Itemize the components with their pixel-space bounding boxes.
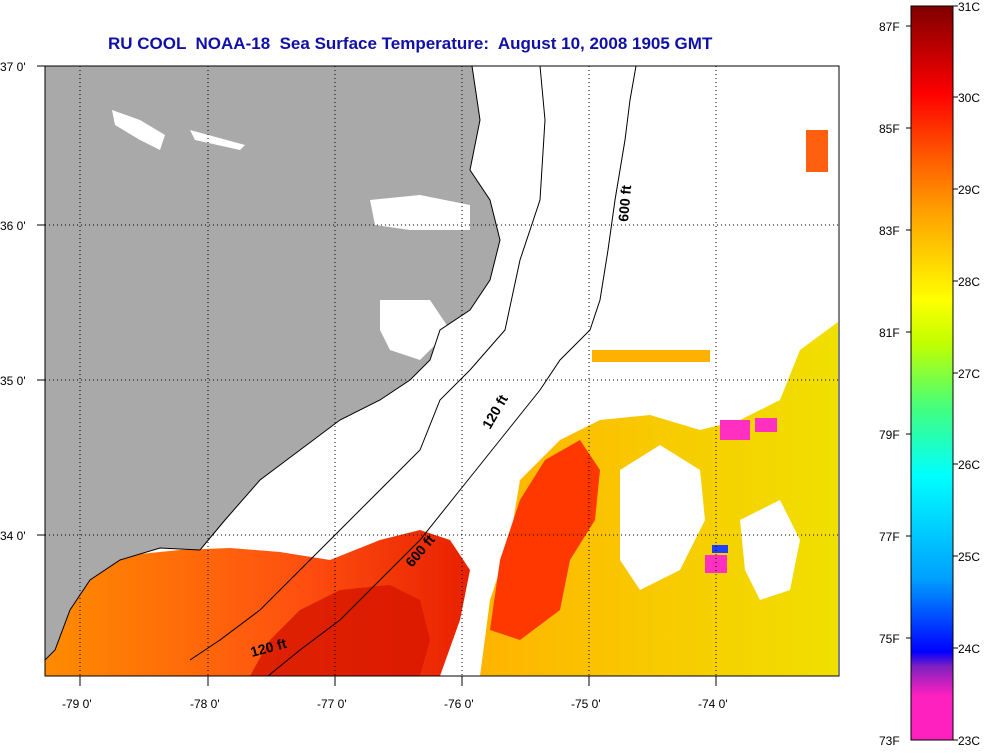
colorbar-fahrenheit-label: 77F [879,530,900,544]
isobath-600ft [267,65,637,677]
colorbar-celsius-label: 24C [958,642,981,656]
cloud-gap [620,445,705,590]
colorbar-fahrenheit-label: 81F [879,326,900,340]
sst-cool-spot [720,420,750,440]
cloud-gap [700,355,775,400]
colorbar-gradient [910,5,954,741]
sst-cool-spot [712,545,728,553]
colorbar-fahrenheit-label: 85F [879,122,900,136]
inland-water [380,300,450,360]
colorbar-fahrenheit-label: 83F [879,224,900,238]
latitude-label: 35 0' [0,374,26,388]
colorbar-fahrenheit-label: 73F [879,734,900,748]
colorbar-fahrenheit-label: 87F [879,20,900,34]
colorbar-celsius-label: 23C [958,734,981,748]
colorbar-celsius-label: 26C [958,458,981,472]
inland-water [370,195,470,230]
colorbar-ticks [906,5,958,741]
sst-cool-spot [705,555,727,573]
longitude-label: -79 0' [62,697,92,711]
colorbar-celsius-label: 30C [958,91,981,105]
sst-gulfstream-band [490,440,600,640]
sst-patch [592,350,710,362]
colorbar-fahrenheit-label: 79F [879,428,900,442]
longitude-label: -75 0' [571,697,601,711]
inland-water [190,130,245,150]
latitude-label: 37 0' [0,60,26,74]
longitude-label: -74 0' [698,697,728,711]
longitude-label: -76 0' [444,697,474,711]
sst-patch [806,130,828,172]
coastline [44,65,501,661]
isobath-120ft [189,65,546,661]
sst-cool-spot [755,418,777,432]
sst-hot-core [250,585,430,676]
inland-water [112,110,165,150]
graticule [45,66,839,676]
longitude-label: -77 0' [317,697,347,711]
latitude-label: 34 0' [0,529,26,543]
map-frame [44,65,840,677]
colorbar-celsius-label: 29C [958,183,981,197]
colorbar-celsius-label: 25C [958,550,981,564]
isobath-label: 600 ft [615,184,634,222]
cloud-gap [740,500,800,600]
map-title: RU COOL NOAA-18 Sea Surface Temperature:… [108,34,713,53]
colorbar-celsius-label: 28C [958,275,981,289]
colorbar-celsius-label: 27C [958,367,981,381]
colorbar-celsius-label: 31C [958,0,981,14]
axis-ticks [37,65,717,686]
latitude-label: 36 0' [0,219,26,233]
longitude-label: -78 0' [190,697,220,711]
colorbar-fahrenheit-label: 75F [879,632,900,646]
